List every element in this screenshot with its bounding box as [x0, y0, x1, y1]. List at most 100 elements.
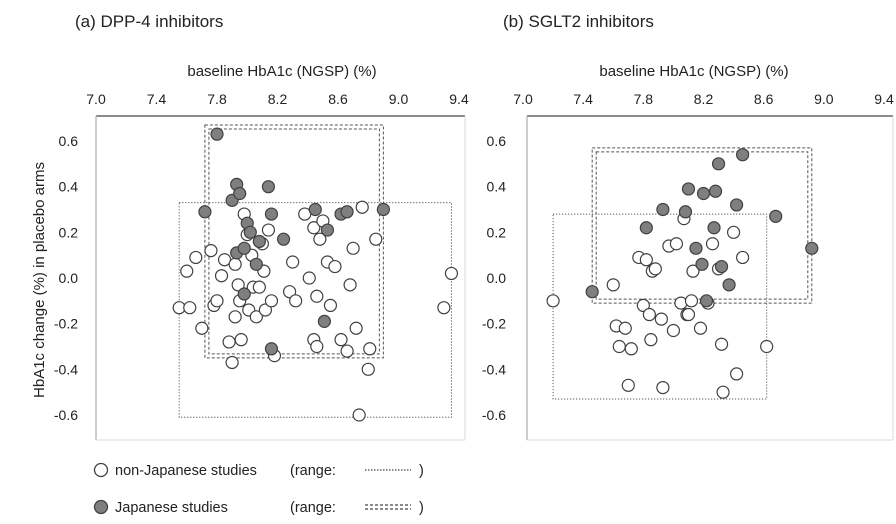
point-japanese [736, 148, 750, 162]
legend-range-text-non-japanese: (range: [290, 463, 336, 479]
point-japanese [264, 342, 279, 356]
x-tick-label: 7.4 [573, 91, 593, 107]
point-non-japanese [714, 337, 729, 351]
point-non-japanese [289, 294, 303, 308]
point-non-japanese [644, 333, 658, 347]
point-japanese [689, 241, 703, 255]
point-japanese [198, 205, 212, 219]
y-tick-label: 0.4 [487, 179, 507, 195]
x-tick-label: 7.0 [513, 91, 533, 107]
point-non-japanese [225, 355, 239, 370]
y-tick-label: -0.2 [54, 316, 78, 332]
y-tick-label: -0.2 [482, 316, 506, 332]
point-non-japanese [343, 278, 357, 292]
point-japanese [699, 294, 714, 308]
point-non-japanese [606, 278, 620, 292]
point-non-japanese [656, 381, 670, 395]
point-non-japanese [729, 367, 744, 381]
point-japanese [308, 202, 322, 217]
point-japanese [769, 209, 783, 223]
point-non-japanese [674, 296, 688, 310]
point-non-japanese [189, 250, 203, 265]
x-axis-label: baseline HbA1c (NGSP) (%) [599, 63, 788, 80]
point-non-japanese [624, 342, 638, 356]
point-non-japanese [214, 269, 229, 283]
point-non-japanese [618, 321, 632, 335]
point-non-japanese [307, 221, 321, 235]
point-non-japanese [363, 342, 377, 356]
point-japanese [276, 232, 291, 246]
y-tick-label: 0.6 [59, 133, 79, 149]
point-non-japanese [204, 244, 218, 258]
point-non-japanese [210, 294, 224, 308]
y-tick-label: -0.6 [482, 407, 506, 423]
point-non-japanese [716, 385, 730, 399]
x-tick-label: 8.6 [754, 91, 774, 107]
y-axis-label: HbA1c change (%) in placebo arms [31, 162, 48, 398]
point-non-japanese [666, 323, 681, 338]
point-japanese [233, 186, 247, 201]
point-non-japanese [352, 408, 366, 422]
point-non-japanese [437, 301, 451, 315]
point-japanese [714, 259, 729, 274]
point-non-japanese [334, 333, 348, 347]
point-non-japanese [195, 321, 209, 335]
y-tick-label: -0.4 [482, 361, 506, 377]
point-non-japanese [693, 321, 708, 335]
x-tick-label: 9.0 [814, 91, 834, 107]
point-non-japanese [323, 298, 338, 312]
range-box-non-japanese [552, 213, 768, 400]
point-non-japanese [684, 294, 699, 308]
panel-title: (a) DPP-4 inhibitors [75, 12, 223, 31]
point-japanese [261, 180, 276, 194]
point-japanese [696, 186, 711, 201]
point-non-japanese [636, 298, 650, 312]
point-japanese [585, 285, 599, 299]
range-box-non-japanese [178, 202, 452, 418]
point-japanese [708, 184, 723, 198]
point-japanese [210, 127, 224, 141]
point-non-japanese [639, 253, 653, 267]
point-japanese [639, 221, 653, 235]
y-tick-label: -0.6 [54, 407, 78, 423]
point-japanese [317, 314, 331, 328]
point-non-japanese [180, 264, 194, 278]
point-japanese [711, 157, 726, 171]
x-tick-label: 8.6 [328, 91, 348, 107]
point-non-japanese [736, 250, 750, 265]
point-non-japanese [286, 255, 300, 269]
point-non-japanese [546, 294, 560, 308]
point-non-japanese [234, 333, 248, 347]
panel-dpp4: (a) DPP-4 inhibitors baseline HbA1c (NGSP… [54, 12, 469, 441]
point-non-japanese [340, 344, 354, 358]
x-tick-label: 7.8 [634, 91, 654, 107]
y-tick-label: -0.4 [54, 361, 78, 377]
panel-title: (b) SGLT2 inhibitors [503, 12, 654, 31]
point-non-japanese [648, 262, 662, 276]
point-japanese [243, 225, 257, 239]
point-japanese [237, 287, 251, 301]
point-non-japanese [444, 266, 459, 281]
point-non-japanese [642, 307, 656, 322]
x-tick-label: 8.2 [694, 91, 714, 107]
legend-label-japanese: Japanese studies [115, 500, 228, 516]
x-tick-label: 7.8 [207, 91, 227, 107]
point-japanese [264, 207, 279, 221]
y-tick-label: 0.6 [487, 133, 507, 149]
point-japanese [340, 205, 354, 219]
point-non-japanese [760, 339, 774, 354]
x-tick-label: 7.0 [86, 91, 106, 107]
x-tick-label: 9.0 [389, 91, 409, 107]
point-japanese [237, 241, 251, 255]
point-japanese [320, 223, 335, 237]
legend-close-non-japanese: ) [419, 463, 424, 479]
range-box-japanese-inner [595, 151, 809, 300]
point-non-japanese [369, 232, 383, 246]
range-box-japanese-outer [591, 147, 813, 304]
point-japanese [729, 198, 744, 212]
point-non-japanese [183, 301, 197, 315]
point-non-japanese [726, 225, 741, 239]
point-japanese [805, 241, 819, 255]
point-non-japanese [258, 303, 272, 317]
